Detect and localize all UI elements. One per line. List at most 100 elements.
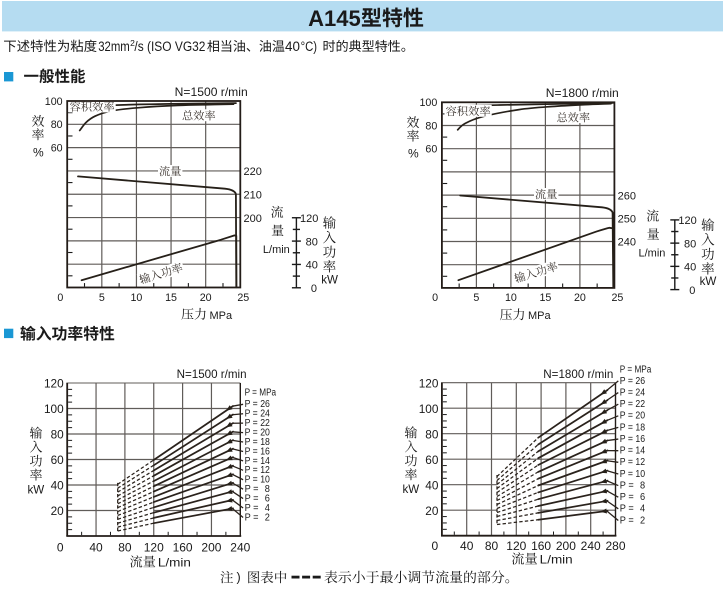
svg-text:160: 160 — [531, 539, 551, 553]
svg-text:80: 80 — [485, 539, 499, 553]
svg-text:0: 0 — [311, 283, 317, 295]
svg-text:60: 60 — [425, 453, 439, 467]
svg-text:P = 18: P = 18 — [620, 422, 646, 433]
svg-text:P = 8: P = 8 — [620, 480, 646, 491]
svg-text:P = 24: P = 24 — [245, 409, 271, 420]
svg-text:2: 2 — [130, 38, 135, 48]
svg-text:5: 5 — [473, 292, 479, 304]
svg-text:160: 160 — [173, 540, 193, 554]
svg-text:N=1500 r/min: N=1500 r/min — [177, 368, 247, 381]
svg-text:N=1800 r/min: N=1800 r/min — [543, 368, 613, 381]
svg-text:%: % — [408, 147, 419, 161]
svg-text:40: 40 — [425, 478, 439, 492]
svg-text:80: 80 — [425, 120, 437, 132]
svg-text:P = 4: P = 4 — [620, 504, 646, 515]
svg-text:P = 26: P = 26 — [245, 399, 271, 410]
svg-text:P = 12: P = 12 — [620, 457, 645, 468]
svg-text:80: 80 — [51, 119, 63, 131]
svg-text:40: 40 — [285, 39, 300, 54]
svg-text:/s (ISO VG32: /s (ISO VG32 — [134, 39, 205, 54]
svg-text:): ) — [237, 571, 241, 585]
svg-text:80: 80 — [118, 540, 132, 554]
svg-text:N=1800 r/min: N=1800 r/min — [546, 87, 619, 100]
svg-text:L/min: L/min — [158, 555, 191, 569]
svg-text:60: 60 — [425, 144, 437, 156]
svg-text:20: 20 — [574, 292, 586, 304]
svg-text:kW: kW — [28, 483, 45, 496]
svg-text:0: 0 — [432, 539, 439, 553]
svg-text:P = 2: P = 2 — [245, 512, 270, 523]
svg-text:80: 80 — [684, 238, 696, 250]
svg-text:120: 120 — [419, 376, 439, 390]
svg-text:P = 12: P = 12 — [245, 465, 270, 476]
svg-text:240: 240 — [581, 539, 601, 553]
svg-text:200: 200 — [556, 539, 576, 553]
svg-text:MPa: MPa — [528, 310, 552, 322]
svg-text:100: 100 — [45, 96, 63, 108]
svg-text:100: 100 — [44, 402, 64, 416]
svg-text:P = 6: P = 6 — [620, 492, 646, 503]
svg-text:80: 80 — [51, 428, 65, 442]
svg-text:25: 25 — [611, 292, 623, 304]
svg-text:10: 10 — [130, 292, 142, 304]
svg-text:260: 260 — [618, 190, 636, 202]
svg-text:P = MPa: P = MPa — [620, 364, 652, 375]
svg-text:5: 5 — [99, 292, 105, 304]
svg-text:P = 20: P = 20 — [620, 411, 646, 422]
svg-text:60: 60 — [51, 453, 65, 467]
svg-text:15: 15 — [539, 292, 551, 304]
svg-text:P = 26: P = 26 — [620, 376, 646, 387]
svg-text:32mm: 32mm — [98, 39, 130, 54]
svg-text:200: 200 — [201, 540, 221, 554]
svg-text:N=1500 r/min: N=1500 r/min — [175, 86, 248, 99]
svg-text:100: 100 — [419, 402, 439, 416]
svg-text:220: 220 — [244, 166, 262, 178]
svg-text:P = 8: P = 8 — [245, 484, 271, 495]
svg-text:P = 22: P = 22 — [245, 418, 270, 429]
svg-text:120: 120 — [678, 215, 696, 227]
svg-text:80: 80 — [306, 236, 318, 248]
svg-text:40: 40 — [51, 479, 65, 493]
svg-text:200: 200 — [244, 213, 262, 225]
svg-text:40: 40 — [89, 540, 103, 554]
svg-text:kW: kW — [403, 483, 420, 496]
svg-text:120: 120 — [44, 377, 64, 391]
svg-text:P = 20: P = 20 — [245, 427, 271, 438]
svg-text:A145: A145 — [308, 6, 361, 31]
svg-text:P = 18: P = 18 — [245, 437, 271, 448]
svg-text:P = 4: P = 4 — [245, 503, 271, 514]
svg-text:MPa: MPa — [210, 310, 234, 322]
svg-text:120: 120 — [300, 213, 318, 225]
svg-text:0: 0 — [432, 292, 438, 304]
svg-text:P = 22: P = 22 — [620, 399, 645, 410]
svg-text:15: 15 — [165, 292, 177, 304]
svg-text:kW: kW — [700, 275, 717, 288]
svg-text:250: 250 — [618, 214, 636, 226]
svg-text:20: 20 — [200, 292, 212, 304]
svg-text:L/min: L/min — [639, 248, 666, 260]
svg-text:P = 16: P = 16 — [245, 446, 271, 457]
svg-text:100: 100 — [419, 97, 437, 109]
svg-text:P = MPa: P = MPa — [245, 388, 277, 399]
svg-text:L/min: L/min — [263, 244, 290, 256]
svg-text:20: 20 — [425, 504, 439, 518]
svg-text:P = 16: P = 16 — [620, 434, 646, 445]
svg-text:0: 0 — [57, 292, 63, 304]
svg-text:P = 6: P = 6 — [245, 494, 271, 505]
svg-text:240: 240 — [230, 540, 250, 554]
svg-text:L/min: L/min — [540, 553, 573, 567]
svg-text:40: 40 — [460, 539, 474, 553]
svg-text:40: 40 — [306, 260, 318, 272]
svg-text:P = 24: P = 24 — [620, 387, 646, 398]
svg-text:10: 10 — [505, 292, 517, 304]
svg-text:kW: kW — [321, 273, 338, 286]
svg-text:P = 14: P = 14 — [620, 446, 646, 457]
svg-text:280: 280 — [605, 539, 625, 553]
svg-text:40: 40 — [684, 262, 696, 274]
svg-text:25: 25 — [237, 292, 249, 304]
svg-text:60: 60 — [51, 143, 63, 155]
svg-text:80: 80 — [425, 427, 439, 441]
svg-text:240: 240 — [618, 237, 636, 249]
svg-text:P = 2: P = 2 — [620, 515, 645, 526]
svg-text:0: 0 — [57, 540, 64, 554]
